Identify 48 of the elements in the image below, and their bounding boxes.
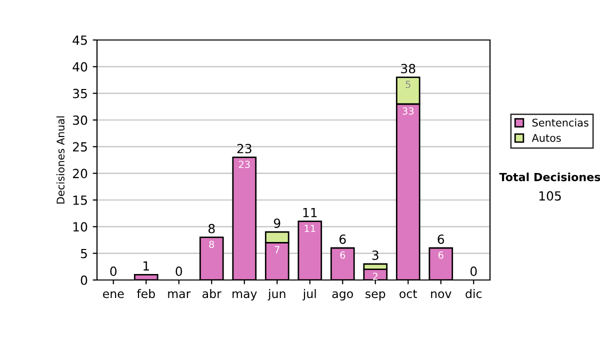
y-tick-label: 15 xyxy=(73,196,87,205)
x-tick-label: dic xyxy=(466,289,482,298)
y-tick-label: 45 xyxy=(72,36,87,45)
data-label: 2 xyxy=(372,272,378,280)
data-label: 23 xyxy=(238,160,250,168)
x-tick-label: sep xyxy=(366,291,386,300)
x-tick-label: ago xyxy=(332,291,353,300)
total-label: 6 xyxy=(340,234,346,244)
x-tick-label: nov xyxy=(431,291,452,298)
total-label: 6 xyxy=(438,234,444,244)
data-label: 8 xyxy=(209,240,214,248)
x-tick-label: feb xyxy=(136,289,155,298)
legend-label: Sentencias xyxy=(532,118,588,127)
y-tick-label: 0 xyxy=(80,275,88,285)
y-tick-label: 40 xyxy=(72,62,88,72)
y-tick-label: 20 xyxy=(72,168,88,178)
total-label: 38 xyxy=(401,64,416,74)
y-tick-label: 25 xyxy=(72,142,87,152)
x-tick-label: mar xyxy=(168,291,191,298)
data-label: 7 xyxy=(274,246,280,254)
total-label: 3 xyxy=(372,250,378,260)
x-tick-label: abr xyxy=(202,289,222,298)
y-tick-label: 5 xyxy=(80,248,87,258)
data-label: 6 xyxy=(340,251,346,259)
data-label: 5 xyxy=(406,80,410,88)
x-tick-label: ene xyxy=(103,291,124,298)
text: 105 xyxy=(539,191,561,201)
data-label: 6 xyxy=(438,251,444,259)
y-axis-title: Decisiones Anual xyxy=(56,116,64,204)
y-tick-label: 35 xyxy=(73,88,87,98)
x-tick-label: oct xyxy=(400,290,418,298)
total-label: 23 xyxy=(237,144,252,154)
x-tick-label: may xyxy=(232,291,257,300)
text: Total Decisiones xyxy=(499,172,600,182)
x-tick-label: jul xyxy=(302,289,316,300)
data-label: 11 xyxy=(304,224,316,232)
data-label: 33 xyxy=(402,107,414,115)
legend-label: Autos xyxy=(532,134,561,142)
total-label: 11 xyxy=(303,208,317,218)
total-label: 0 xyxy=(470,266,477,276)
total-label: 1 xyxy=(144,261,149,270)
total-label: 9 xyxy=(274,218,280,228)
y-tick-label: 30 xyxy=(73,115,88,125)
x-tick-label: jun xyxy=(268,289,286,300)
total-label: 0 xyxy=(110,266,117,276)
total-label: 8 xyxy=(208,224,215,234)
y-tick-label: 10 xyxy=(73,222,88,232)
total-label: 0 xyxy=(176,266,182,276)
